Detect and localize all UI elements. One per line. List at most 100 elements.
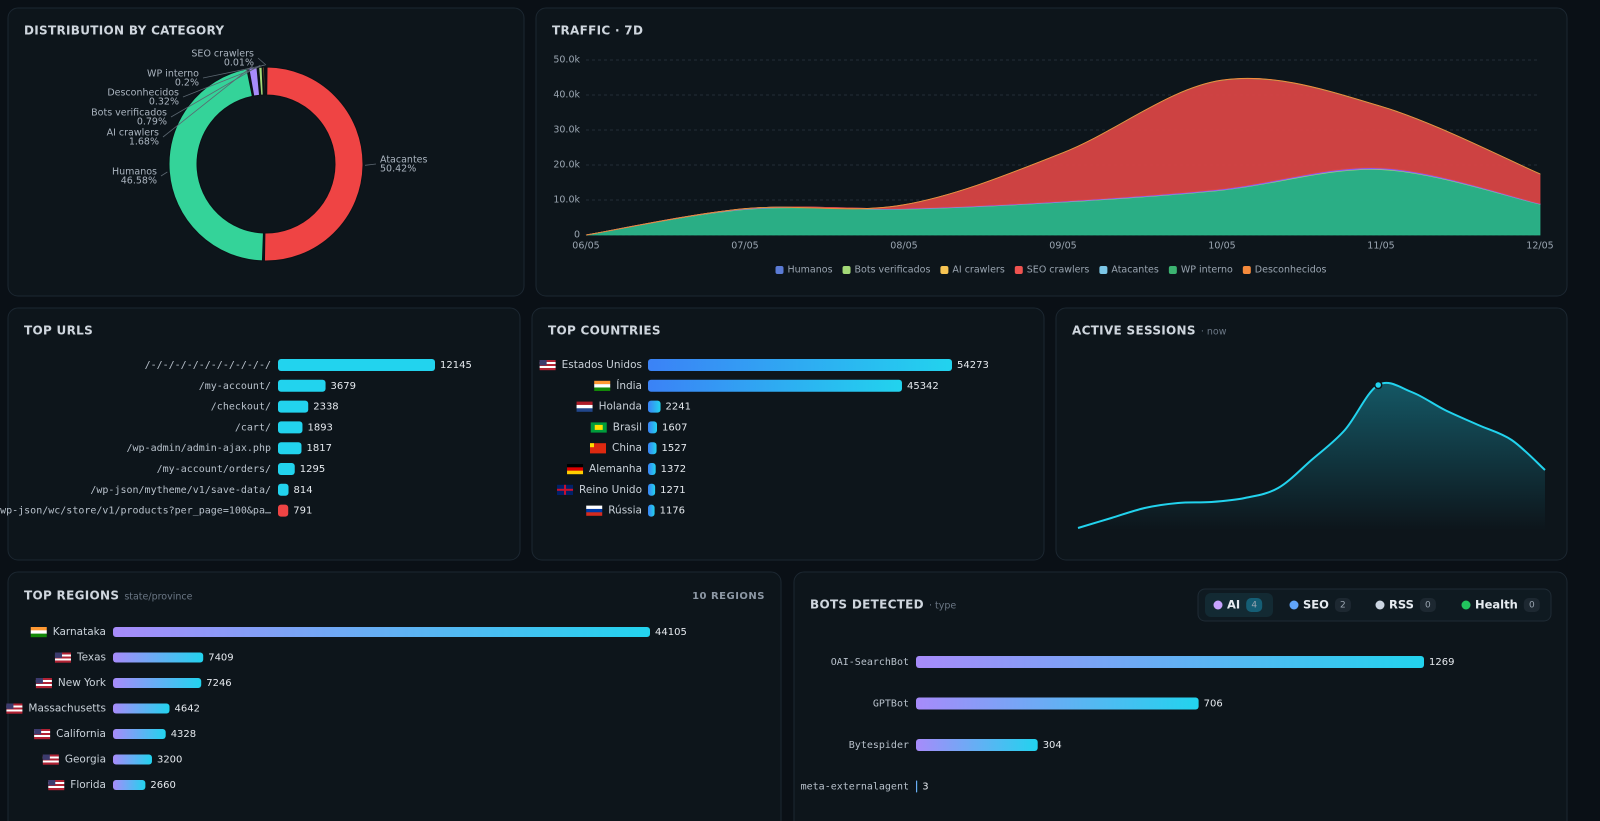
flag	[42, 756, 59, 759]
flag	[35, 684, 52, 687]
value-label: 1295	[300, 464, 325, 475]
flag	[35, 678, 52, 681]
bar-label: Brasil	[613, 421, 642, 433]
flag	[6, 703, 14, 709]
bar-label: /cart/	[235, 422, 271, 433]
panel-subtitle: state/province	[124, 592, 192, 603]
panel-subtitle: · type	[929, 601, 956, 612]
value-label: 7409	[208, 653, 233, 664]
flag	[594, 424, 603, 430]
slice-label: SEO crawlers	[191, 49, 254, 60]
slice-label: WP interno	[147, 69, 199, 80]
value-label: 4328	[171, 729, 196, 740]
flag	[35, 682, 52, 685]
flag	[586, 505, 603, 510]
legend-swatch	[1168, 266, 1177, 274]
tab-label[interactable]: SEO	[1303, 598, 1329, 612]
value-label: 7246	[206, 678, 231, 689]
flag	[539, 360, 556, 363]
bar	[916, 780, 918, 793]
bar	[278, 400, 309, 413]
tab-icon	[1213, 600, 1223, 610]
bar-label: /-/-/-/-/-/-/-/-/-/-/	[145, 360, 271, 371]
bar-label: Georgia	[65, 754, 106, 766]
flag	[34, 729, 42, 735]
tab-count-pill	[1334, 598, 1351, 612]
tab-icon	[1375, 600, 1385, 610]
flag	[48, 780, 56, 786]
flag	[54, 652, 62, 658]
legend-swatch	[842, 266, 851, 274]
slice-label: Desconhecidos	[107, 88, 179, 99]
flag	[576, 404, 593, 409]
flag	[539, 364, 556, 367]
x-tick-label: 09/05	[1049, 241, 1076, 252]
panel-title: TRAFFIC · 7D	[552, 24, 643, 38]
y-tick-label: 0	[574, 230, 580, 241]
area	[585, 77, 1541, 236]
bar	[648, 442, 657, 455]
value-label: 3	[922, 782, 928, 793]
bar-label: Índia	[616, 379, 642, 392]
panel	[531, 307, 1045, 561]
legend-label: Bots verificados	[855, 265, 931, 276]
bar-label: Bytespider	[849, 740, 909, 751]
flag	[42, 754, 50, 760]
bar-label: /wp-json/mytheme/v1/save-data/	[90, 485, 271, 496]
value-label: 1893	[307, 422, 332, 433]
flag	[42, 760, 59, 763]
flag	[6, 705, 23, 708]
flag	[30, 630, 47, 634]
tab-icon	[1461, 600, 1471, 610]
legend-swatch	[1242, 266, 1251, 274]
legend-label: Desconhecidos	[1255, 265, 1327, 276]
panel-title: TOP COUNTRIES	[548, 324, 661, 338]
slice-label: AI crawlers	[107, 128, 159, 139]
x-tick-label: 11/05	[1367, 241, 1394, 252]
tab-label[interactable]: AI	[1227, 598, 1240, 612]
legend-swatch	[775, 266, 784, 274]
flag	[30, 627, 47, 631]
flag	[42, 758, 59, 761]
leader-line	[160, 171, 168, 177]
value-label: 1176	[660, 506, 685, 517]
flag	[594, 387, 611, 391]
tab-count-pill	[1523, 598, 1540, 612]
panel-title: ACTIVE SESSIONS	[1072, 324, 1196, 338]
flag	[54, 658, 71, 661]
flag	[35, 678, 43, 684]
x-tick-label: 07/05	[731, 241, 758, 252]
flag	[6, 703, 23, 706]
value-label: 1372	[661, 464, 686, 475]
panel-title: BOTS DETECTED	[810, 598, 924, 612]
bar	[278, 463, 295, 475]
bar	[113, 780, 146, 790]
value-label: 54273	[957, 360, 989, 371]
value-label: 4642	[175, 704, 200, 715]
bar	[113, 678, 202, 688]
tab-label[interactable]: Health	[1475, 598, 1518, 612]
bar	[278, 359, 435, 371]
x-tick-label: 08/05	[890, 241, 917, 252]
value-label: 706	[1204, 699, 1223, 710]
bar-label: /my-account/orders/	[157, 464, 271, 475]
legend-swatch	[1014, 266, 1023, 274]
bar	[648, 379, 902, 392]
flag	[35, 686, 52, 689]
bar-label: Estados Unidos	[562, 359, 642, 371]
tab-label[interactable]: RSS	[1389, 598, 1414, 612]
slice-label: Bots verificados	[91, 108, 167, 119]
value-label: 44105	[655, 627, 687, 638]
tab-bar	[1197, 588, 1552, 622]
value-label: 1269	[1429, 657, 1454, 668]
flag	[576, 408, 593, 412]
flag	[42, 762, 59, 765]
value-label: 1607	[662, 422, 687, 433]
bar-label: GPTBot	[873, 699, 909, 710]
bar-label: Rússia	[608, 505, 642, 517]
bar	[648, 463, 656, 475]
flag	[48, 782, 65, 785]
line-area	[1078, 382, 1545, 530]
value-label: 2338	[313, 402, 338, 413]
slice-value: 1.68%	[129, 137, 159, 148]
